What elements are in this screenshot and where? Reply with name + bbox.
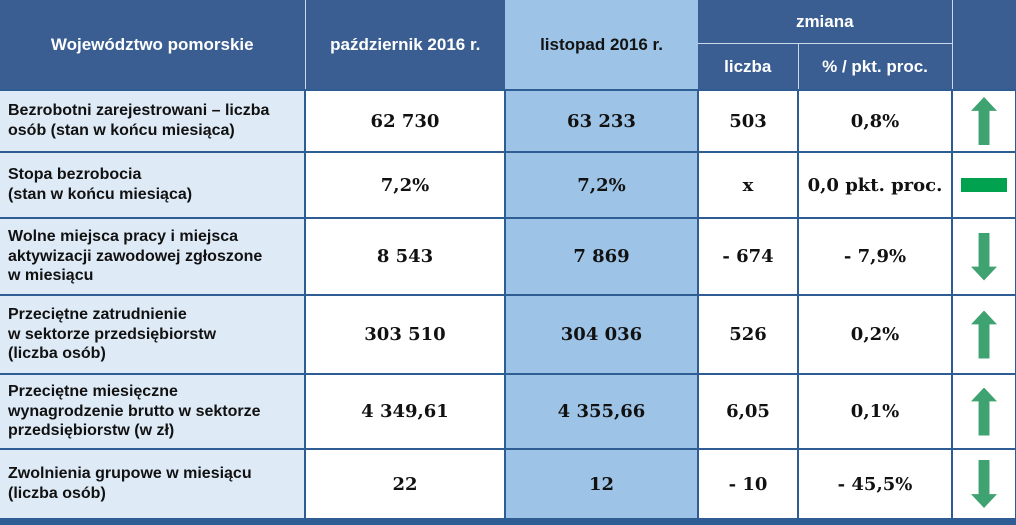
table-body: Bezrobotni zarejestrowani – liczba osób … <box>0 89 1016 520</box>
cell-november-value: 7,2% <box>504 151 699 219</box>
cell-trend <box>951 373 1016 450</box>
header-region: Województwo pomorskie <box>0 0 305 90</box>
header-november: listopad 2016 r. <box>505 0 698 90</box>
cell-change-number: 6,05 <box>697 373 799 450</box>
table-row: Przeciętne zatrudnienie w sektorze przed… <box>0 294 1016 375</box>
header-trend-column <box>951 0 1016 90</box>
cell-november-value: 63 233 <box>504 89 699 153</box>
cell-november-value: 12 <box>504 448 699 520</box>
cell-change-number: 526 <box>697 294 799 375</box>
header-change: zmiana <box>698 0 953 44</box>
cell-change-number: 503 <box>697 89 799 153</box>
trend-icon <box>971 232 998 281</box>
row-label: Przeciętne zatrudnienie w sektorze przed… <box>0 294 306 375</box>
cell-november-value: 304 036 <box>504 294 699 375</box>
cell-change-percent: - 45,5% <box>796 448 954 520</box>
table-row: Bezrobotni zarejestrowani – liczba osób … <box>0 89 1016 153</box>
cell-november-value: 4 355,66 <box>504 373 699 450</box>
table-row: Wolne miejsca pracy i miejsca aktywizacj… <box>0 217 1016 296</box>
row-label: Przeciętne miesięczne wynagrodzenie brut… <box>0 373 306 450</box>
cell-change-percent: 0,2% <box>796 294 954 375</box>
cell-change-percent: 0,0 pkt. proc. <box>796 151 954 219</box>
trend-icon <box>961 178 1008 192</box>
table-header: Województwo pomorskie październik 2016 r… <box>0 0 1016 90</box>
table-row: Przeciętne miesięczne wynagrodzenie brut… <box>0 373 1016 450</box>
cell-october-value: 22 <box>304 448 506 520</box>
header-october: październik 2016 r. <box>304 0 505 90</box>
cell-change-number: x <box>697 151 799 219</box>
cell-october-value: 4 349,61 <box>304 373 506 450</box>
row-label: Bezrobotni zarejestrowani – liczba osób … <box>0 89 306 153</box>
header-change-percent: % / pkt. proc. <box>797 43 953 90</box>
cell-change-percent: - 7,9% <box>796 217 954 296</box>
table-row: Zwolnienia grupowe w miesiącu (liczba os… <box>0 448 1016 520</box>
cell-change-number: - 10 <box>697 448 799 520</box>
trend-icon <box>971 97 998 145</box>
cell-trend <box>951 448 1016 520</box>
trend-icon <box>971 460 998 508</box>
cell-change-percent: 0,1% <box>796 373 954 450</box>
cell-october-value: 8 543 <box>304 217 506 296</box>
cell-october-value: 62 730 <box>304 89 506 153</box>
cell-change-percent: 0,8% <box>796 89 954 153</box>
cell-october-value: 303 510 <box>304 294 506 375</box>
cell-trend <box>951 217 1016 296</box>
row-label: Wolne miejsca pracy i miejsca aktywizacj… <box>0 217 306 296</box>
cell-change-number: - 674 <box>697 217 799 296</box>
row-label: Zwolnienia grupowe w miesiącu (liczba os… <box>0 448 306 520</box>
cell-october-value: 7,2% <box>304 151 506 219</box>
cell-trend <box>951 294 1016 375</box>
trend-icon <box>971 310 998 359</box>
table-row: Stopa bezrobocia (stan w końcu miesiąca)… <box>0 151 1016 219</box>
cell-trend <box>951 151 1016 219</box>
trend-icon <box>971 387 998 436</box>
row-label: Stopa bezrobocia (stan w końcu miesiąca) <box>0 151 306 219</box>
cell-trend <box>951 89 1016 153</box>
header-change-number: liczba <box>698 43 798 90</box>
cell-november-value: 7 869 <box>504 217 699 296</box>
bottom-accent-bar <box>0 520 1016 525</box>
